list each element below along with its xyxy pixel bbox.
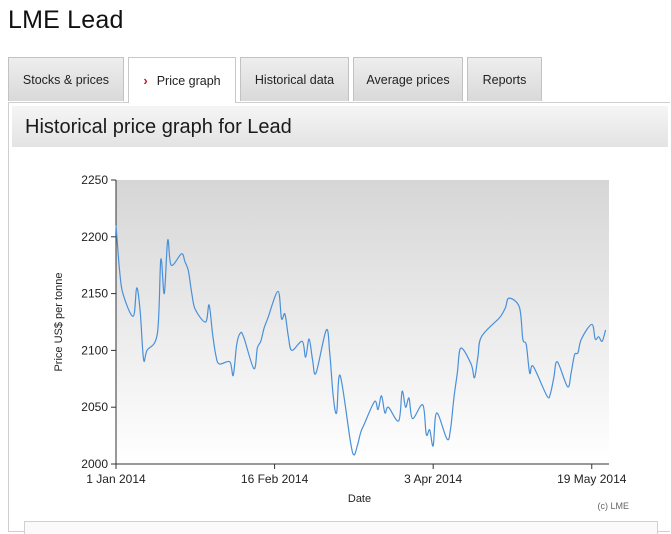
- y-tick-label: 2150: [81, 287, 108, 301]
- price-chart-svg: 2000 2050 2100 2150 2200 2250 1 Jan 2014 16 Feb…: [53, 173, 630, 511]
- y-tick-label: 2100: [81, 343, 108, 357]
- tab-average-prices[interactable]: Average prices: [353, 57, 463, 101]
- panel-header: Historical price graph for Lead: [12, 106, 668, 147]
- price-chart: 2000 2050 2100 2150 2200 2250 1 Jan 2014 16 Feb…: [10, 146, 660, 520]
- x-tick-label: 16 Feb 2014: [241, 472, 309, 486]
- x-axis-label: Date: [348, 493, 371, 505]
- tab-price-graph[interactable]: › Price graph: [128, 57, 236, 103]
- tab-label: Stocks & prices: [22, 72, 110, 87]
- y-tick-label: 2000: [81, 457, 108, 471]
- y-tick-label: 2050: [81, 400, 108, 414]
- x-tick-label: 19 May 2014: [557, 472, 627, 486]
- chevron-right-icon: ›: [143, 73, 148, 88]
- tab-historical-data[interactable]: Historical data: [240, 57, 349, 101]
- page-title: LME Lead: [8, 6, 124, 34]
- tab-label: Historical data: [254, 72, 335, 87]
- lead-price-line: [115, 225, 607, 456]
- plot-background: [116, 180, 609, 464]
- x-tick-label: 1 Jan 2014: [86, 472, 146, 486]
- tab-label: Reports: [482, 72, 527, 87]
- y-tick-label: 2200: [81, 230, 108, 244]
- footer-panel: [24, 521, 658, 534]
- x-tick-label: 3 Apr 2014: [404, 472, 462, 486]
- chart-credit: (c) LME: [598, 501, 630, 511]
- tab-label: Price graph: [156, 73, 221, 88]
- panel-title: Historical price graph for Lead: [25, 116, 292, 138]
- tab-stocks-prices[interactable]: Stocks & prices: [8, 57, 124, 101]
- y-axis-label: Price US$ per tonne: [53, 272, 65, 371]
- y-tick-label: 2250: [81, 173, 108, 187]
- tab-label: Average prices: [366, 72, 450, 87]
- tab-reports[interactable]: Reports: [467, 57, 542, 101]
